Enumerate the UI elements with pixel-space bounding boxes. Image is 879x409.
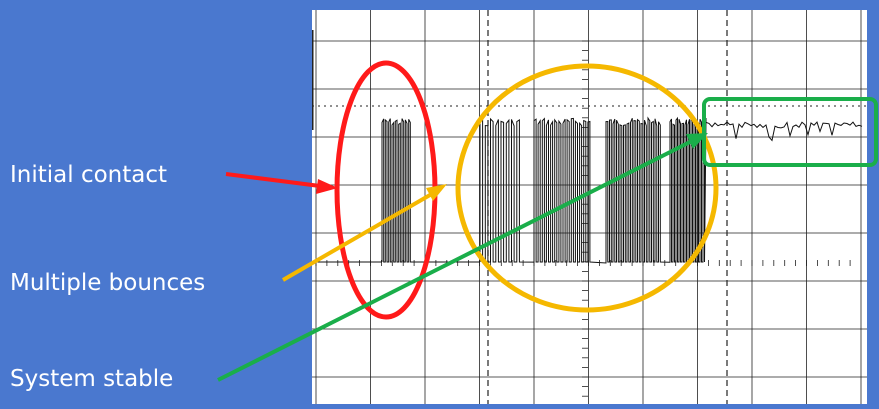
multiple-bounces-label: Multiple bounces [10,270,206,296]
oscilloscope-svg [310,10,867,407]
system-stable-arrowhead [686,133,708,149]
signal-trace [311,116,863,264]
initial-contact-label: Initial contact [10,162,168,188]
system-stable-box [702,97,878,167]
system-stable-arrow [217,140,691,382]
multiple-bounces-arrowhead [426,184,447,201]
system-stable-label: System stable [10,366,174,392]
initial-contact-arrow [225,172,321,188]
initial-contact-arrowhead [316,179,338,194]
multiple-bounces-circle [455,63,719,313]
multiple-bounces-arrow [281,193,432,282]
